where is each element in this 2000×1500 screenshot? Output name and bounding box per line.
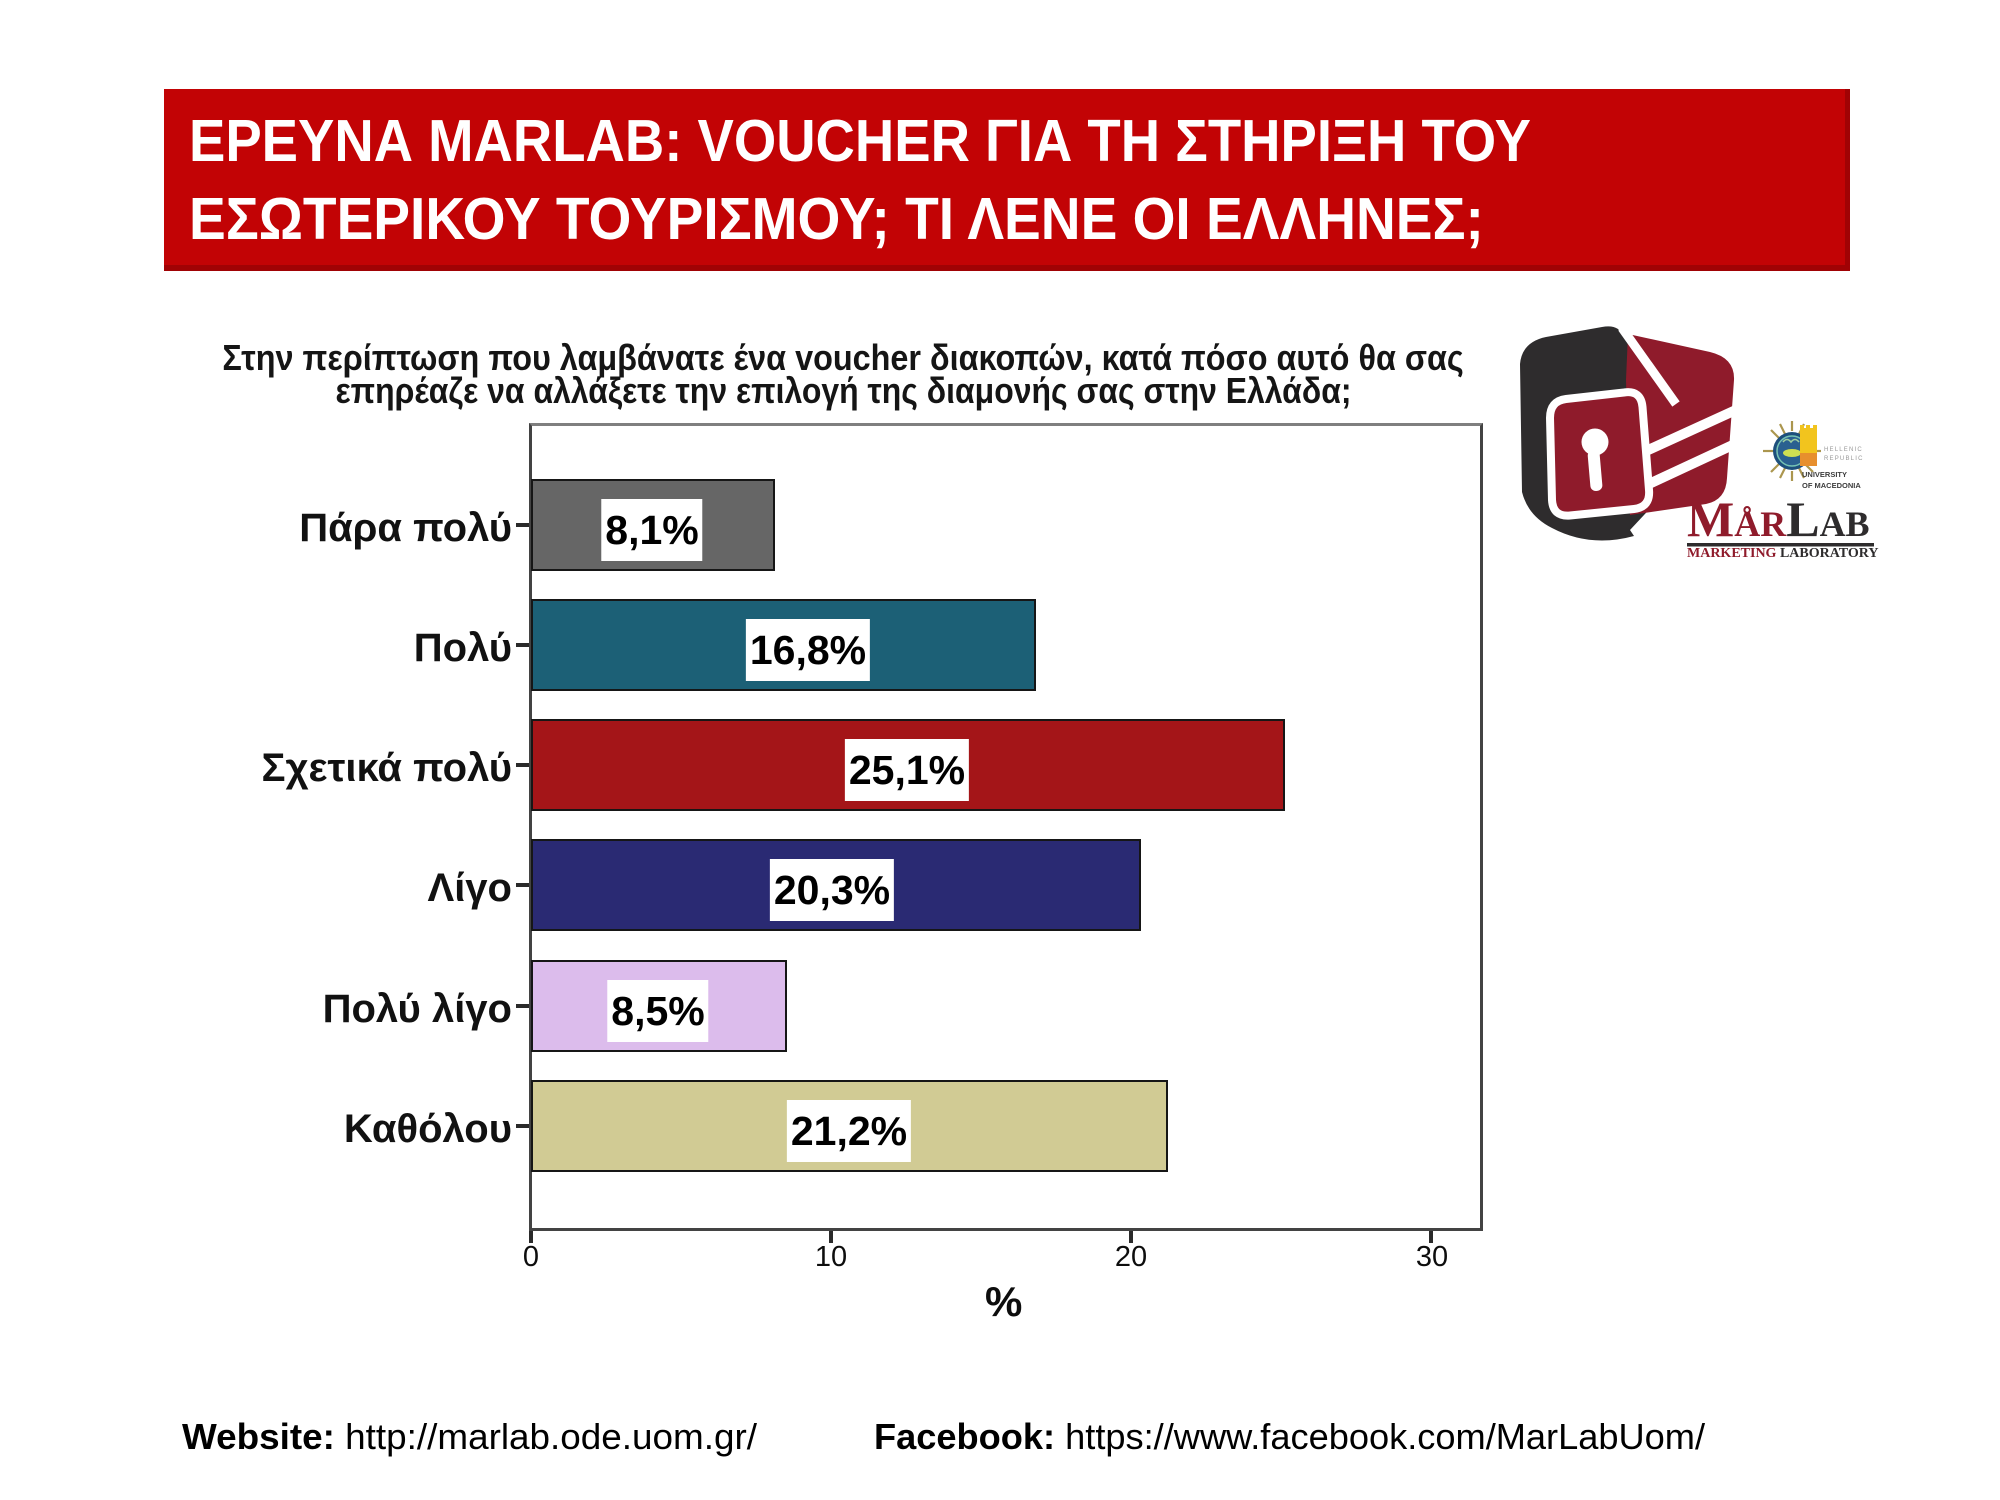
svg-text:HELLENIC: HELLENIC xyxy=(1824,447,1863,453)
svg-text:MÅRLAB: MÅRLAB xyxy=(1687,491,1870,547)
svg-text:MARKETING LABORATORY: MARKETING LABORATORY xyxy=(1687,546,1879,561)
svg-text:UNIVERSITY: UNIVERSITY xyxy=(1802,470,1847,479)
svg-text:REPUBLIC: REPUBLIC xyxy=(1824,456,1864,462)
svg-text:OF MACEDONIA: OF MACEDONIA xyxy=(1802,481,1861,490)
